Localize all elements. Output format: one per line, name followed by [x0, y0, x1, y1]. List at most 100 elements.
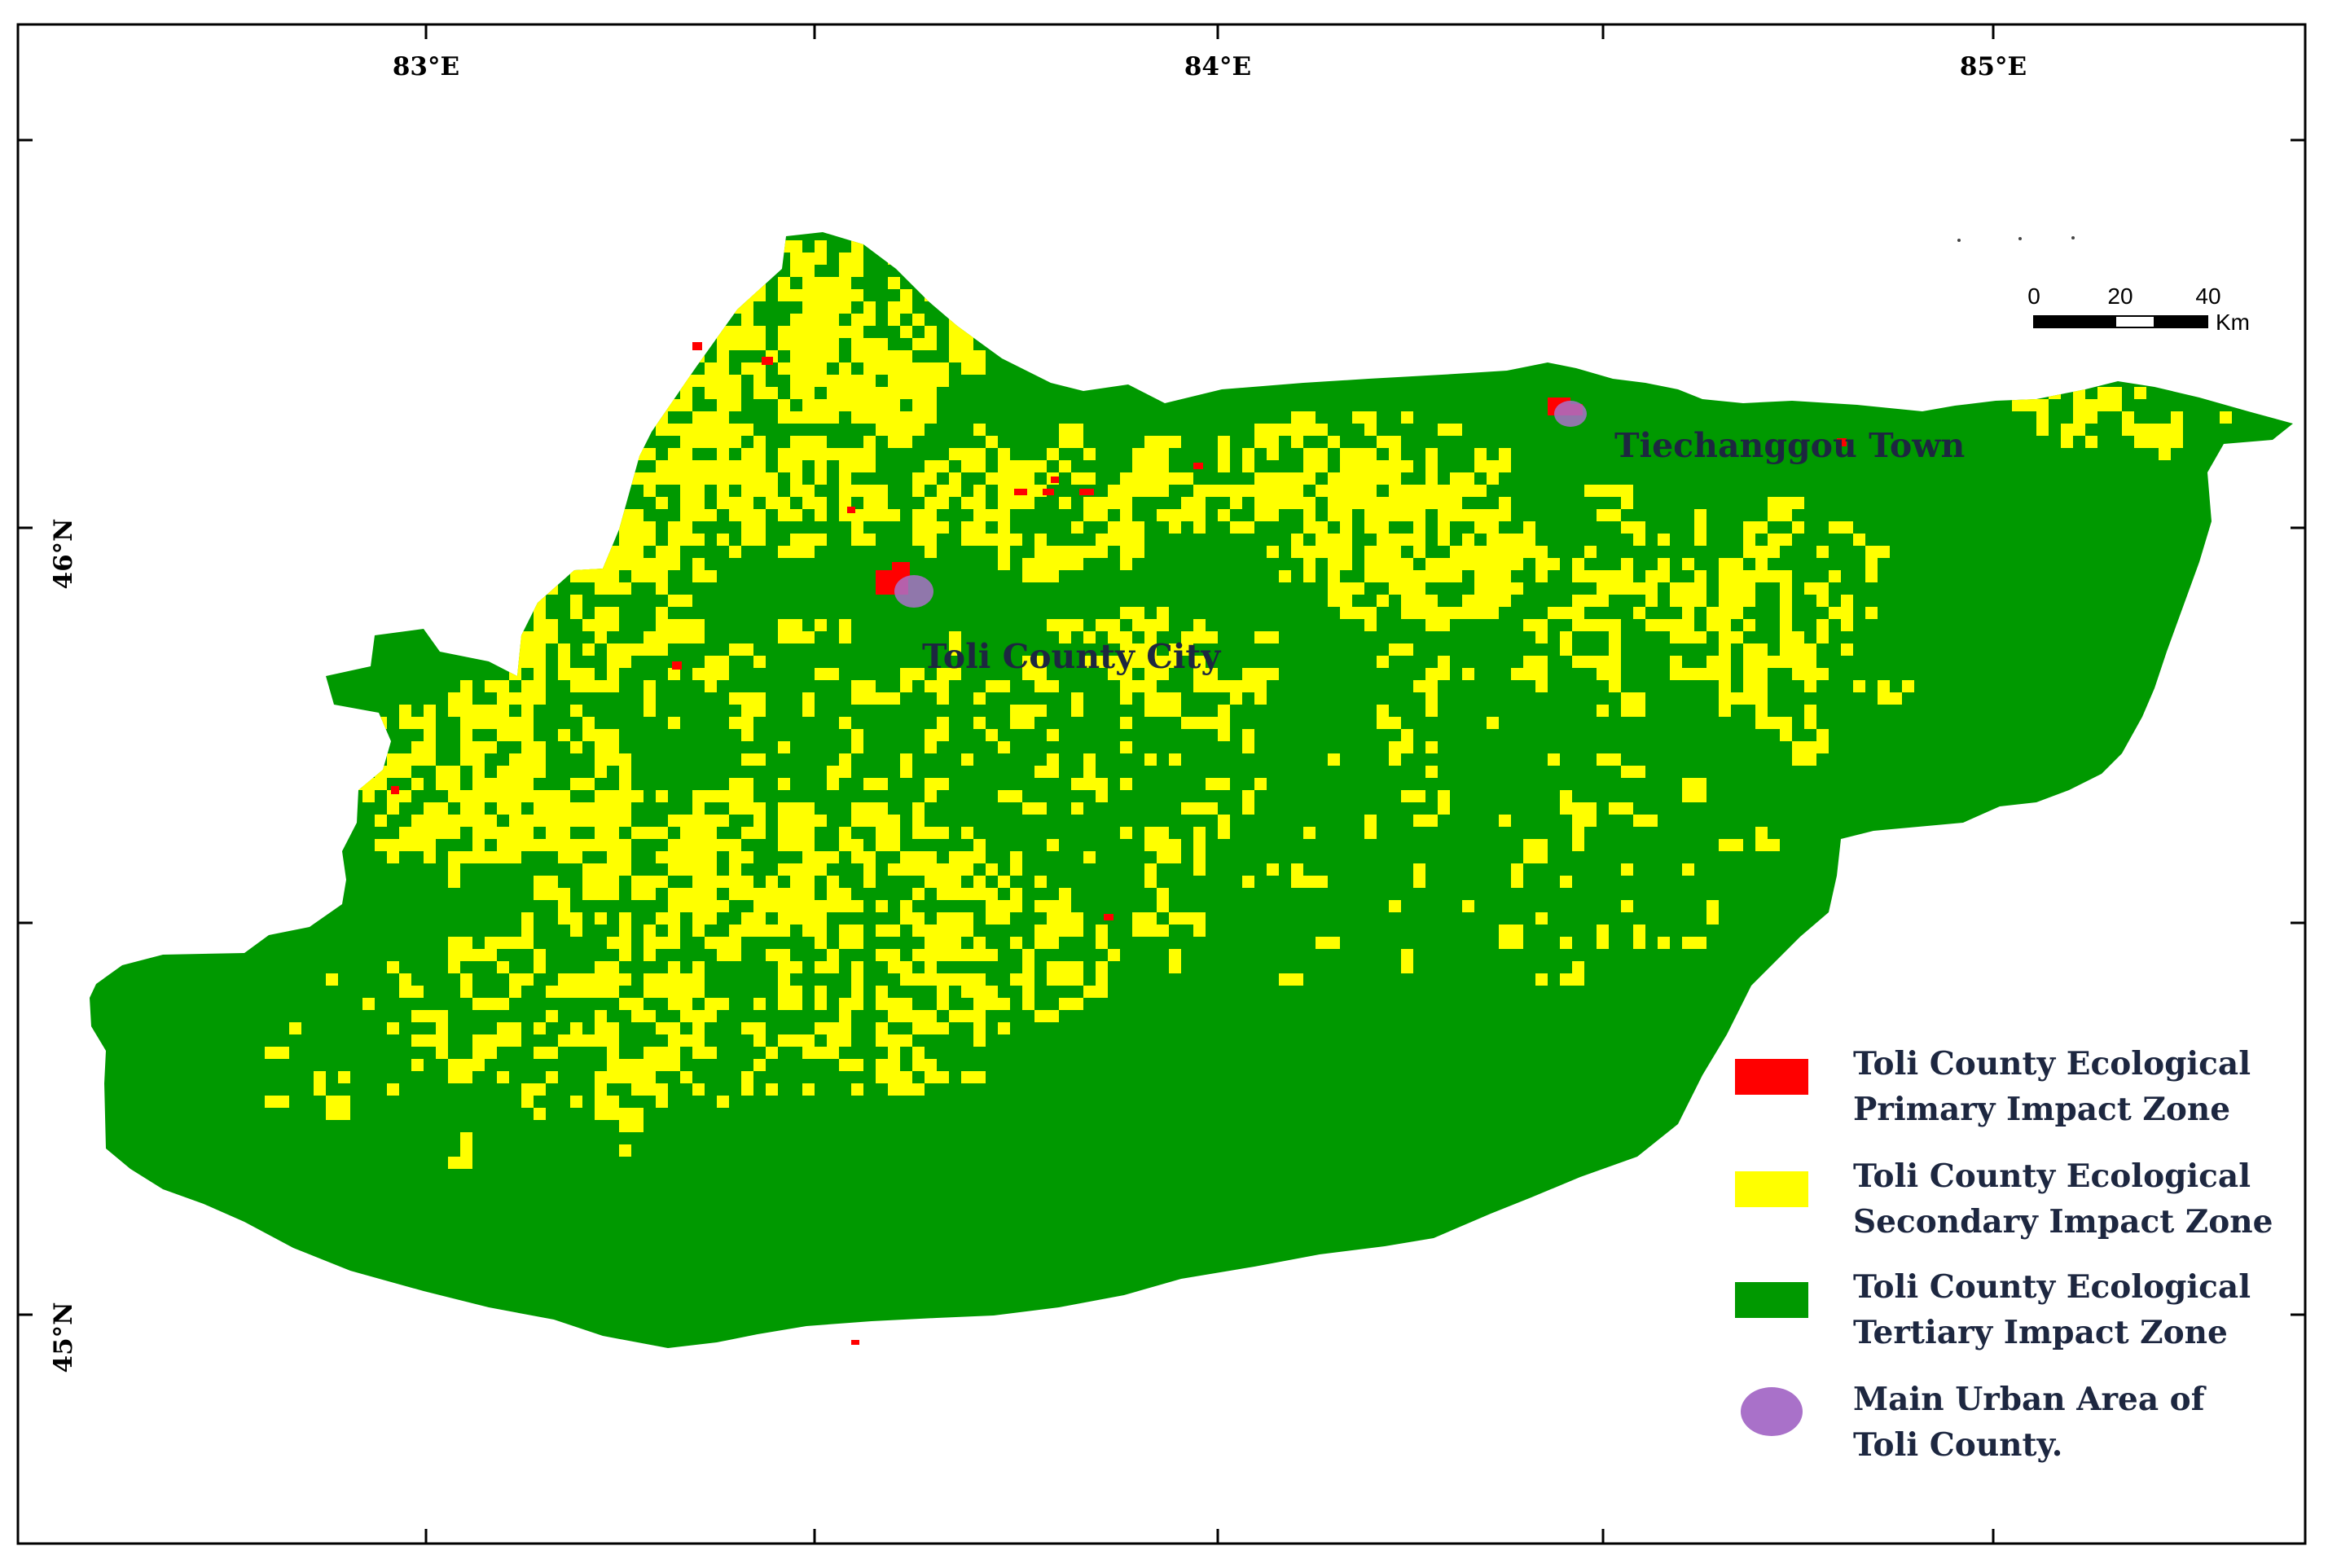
secondary-zone-cell: [1034, 900, 1059, 912]
secondary-zone-cell: [509, 558, 534, 570]
secondary-zone-cell: [949, 1010, 961, 1022]
secondary-zone-cell: [1242, 680, 1267, 692]
secondary-zone-cell: [851, 314, 863, 326]
secondary-zone-cell: [619, 643, 631, 656]
secondary-zone-cell: [741, 851, 753, 863]
secondary-zone-cell: [1401, 485, 1413, 497]
secondary-zone-cell: [460, 986, 472, 998]
secondary-zone-cell: [729, 778, 753, 790]
secondary-zone-cell: [497, 827, 521, 851]
secondary-zone-cell: [509, 668, 521, 680]
secondary-zone-cell: [827, 766, 839, 778]
secondary-zone-cell: [668, 301, 680, 326]
longitude-label-85: 85°E: [1959, 52, 2027, 81]
secondary-zone-cell: [1254, 692, 1267, 705]
secondary-zone-cell: [570, 424, 595, 436]
secondary-zone-cell: [534, 668, 546, 680]
secondary-zone-cell: [1401, 558, 1413, 570]
place-label-toli-county-city: Toli County City: [922, 637, 1221, 676]
secondary-zone-cell: [1034, 925, 1059, 937]
secondary-zone-cell: [436, 827, 448, 839]
secondary-zone-cell: [1340, 521, 1352, 546]
secondary-zone-cell: [558, 460, 582, 485]
secondary-zone-cell: [1303, 876, 1328, 888]
secondary-zone-cell: [607, 387, 619, 411]
secondary-zone-cell: [619, 375, 643, 387]
secondary-zone-cell: [436, 815, 448, 827]
secondary-zone-cell: [1694, 509, 1706, 521]
secondary-zone-cell: [1719, 570, 1731, 595]
secondary-zone-cell: [497, 729, 509, 741]
secondary-zone-cell: [753, 387, 778, 399]
secondary-zone-cell: [1083, 986, 1096, 998]
secondary-zone-cell: [2171, 436, 2183, 448]
secondary-zone-cell: [1743, 643, 1755, 668]
secondary-zone-cell: [705, 680, 717, 692]
secondary-zone-cell: [2036, 424, 2049, 436]
place-label-tiechanggou-town: Tiechanggou Town: [1614, 426, 1966, 465]
secondary-zone-cell: [668, 472, 680, 485]
secondary-zone-cell: [1083, 509, 1096, 521]
secondary-zone-cell: [1804, 741, 1816, 753]
secondary-zone-cell: [937, 277, 949, 289]
secondary-zone-cell: [375, 839, 387, 851]
secondary-zone-cell: [1291, 424, 1303, 436]
secondary-zone-cell: [1083, 656, 1096, 668]
secondary-zone-cell: [1804, 705, 1816, 729]
secondary-zone-cell: [1193, 827, 1206, 839]
secondary-zone-cell: [705, 570, 717, 582]
secondary-zone-cell: [631, 375, 656, 399]
secondary-zone-cell: [570, 1096, 582, 1108]
secondary-zone-cell: [900, 680, 912, 692]
secondary-zone-cell: [546, 558, 570, 570]
secondary-zone-cell: [778, 900, 790, 912]
secondary-zone-cell: [436, 607, 448, 619]
secondary-zone-cell: [851, 375, 863, 387]
secondary-zone-cell: [888, 411, 900, 436]
secondary-zone-cell: [485, 937, 497, 961]
secondary-zone-cell: [1413, 570, 1425, 582]
secondary-zone-cell: [1022, 961, 1034, 973]
secondary-zone-cell: [925, 399, 937, 424]
secondary-zone-cell: [619, 1071, 631, 1083]
secondary-zone-cell: [558, 436, 570, 460]
secondary-zone-cell: [534, 448, 546, 472]
secondary-zone-cell: [460, 1144, 472, 1169]
secondary-zone-cell: [1022, 656, 1034, 680]
secondary-zone-cell: [888, 436, 912, 448]
secondary-zone-cell: [680, 595, 692, 607]
secondary-zone-cell: [802, 399, 827, 411]
secondary-zone-cell: [1193, 668, 1218, 680]
secondary-zone-cell: [851, 338, 863, 350]
secondary-zone-cell: [656, 790, 668, 802]
secondary-zone-cell: [619, 546, 643, 558]
secondary-zone-cell: [925, 729, 937, 753]
secondary-zone-cell: [961, 863, 973, 876]
secondary-zone-cell: [1108, 521, 1120, 546]
secondary-zone-cell: [595, 753, 607, 766]
secondary-zone-cell: [851, 900, 863, 912]
secondary-zone-cell: [778, 839, 790, 851]
secondary-zone-cell: [1535, 973, 1548, 986]
secondary-zone-cell: [497, 961, 509, 973]
secondary-zone-cell: [570, 1034, 595, 1047]
secondary-zone-cell: [998, 472, 1010, 485]
secondary-zone-cell: [1401, 460, 1413, 472]
primary-zone-cell: [762, 357, 773, 365]
secondary-zone-cell: [595, 912, 607, 925]
secondary-zone-cell: [1047, 937, 1059, 949]
secondary-zone-cell: [424, 815, 436, 827]
secondary-zone-cell: [815, 436, 827, 448]
secondary-zone-cell: [741, 509, 753, 521]
secondary-zone-cell: [778, 986, 802, 1010]
secondary-zone-cell: [1352, 411, 1364, 424]
secondary-zone-cell: [509, 717, 521, 729]
secondary-zone-cell: [619, 436, 631, 448]
secondary-zone-cell: [851, 961, 863, 986]
secondary-zone-cell: [436, 1022, 448, 1047]
secondary-zone-cell: [717, 1096, 729, 1108]
latitude-label-45: 45°N: [49, 1302, 78, 1373]
secondary-zone-cell: [692, 876, 705, 888]
secondary-zone-cell: [656, 387, 668, 411]
secondary-zone-cell: [1584, 485, 1609, 497]
